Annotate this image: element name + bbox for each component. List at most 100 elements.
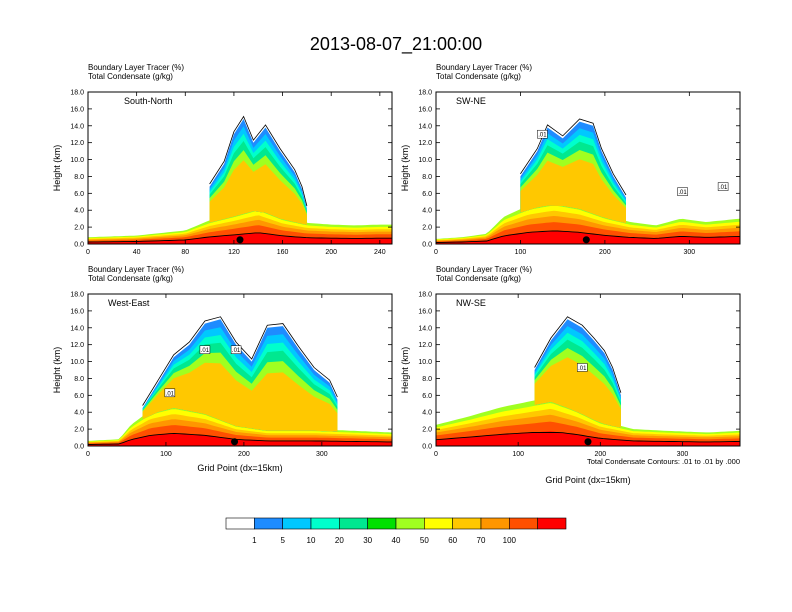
panel-subtitle-tracer: Boundary Layer Tracer (%) [436, 63, 532, 72]
y-tick-label: 8.0 [422, 174, 432, 181]
plot-area [88, 115, 392, 244]
x-tick-label: 100 [160, 451, 172, 458]
terrain-line [88, 232, 392, 243]
y-tick-label: 8.0 [422, 376, 432, 383]
panel-subtitle-condensate: Total Condensate (g/kg) [88, 72, 173, 81]
y-tick-label: 8.0 [74, 174, 84, 181]
y-tick-label: 12.0 [418, 342, 432, 349]
x-tick-label: 40 [133, 249, 141, 256]
y-tick-label: 16.0 [70, 106, 84, 113]
y-tick-label: 4.0 [74, 208, 84, 215]
contour-label-box [199, 345, 211, 354]
plot-frame [87, 91, 393, 245]
colorbar-label: 70 [477, 536, 486, 545]
y-tick-label: 12.0 [70, 342, 84, 349]
y-tick-label: 18.0 [70, 292, 84, 299]
plot-area: .01 [436, 316, 740, 446]
condensate-contour [142, 316, 338, 406]
y-tick-label: 0.0 [422, 444, 432, 451]
colorbar-label: 1 [252, 536, 257, 545]
y-axis-label: Height (km) [52, 347, 62, 394]
colorbar-box [537, 517, 567, 530]
plot-area: .01 .01 .01 [436, 118, 740, 244]
panel-3: .01 .01 .01 0.0 2.0 4.0 6.0 8.0 10.0 12.0 14.0 16.0… [52, 265, 393, 473]
y-tick-label: 0.0 [422, 242, 432, 249]
contour-label: .01 [578, 366, 587, 372]
panel-subtitle-condensate: Total Condensate (g/kg) [436, 274, 521, 283]
y-tick-label: 8.0 [74, 376, 84, 383]
y-tick-label: 2.0 [422, 225, 432, 232]
colorbar-label: 10 [307, 536, 316, 545]
plot-frame [87, 293, 393, 447]
y-tick-label: 18.0 [418, 90, 432, 97]
panel-subtitle-condensate: Total Condensate (g/kg) [88, 274, 173, 283]
contour-label: .01 [166, 391, 175, 397]
panel-title: West-East [108, 298, 150, 308]
location-marker [231, 438, 239, 446]
y-tick-label: 6.0 [74, 191, 84, 198]
y-tick-label: 10.0 [418, 359, 432, 366]
x-tick-label: 200 [238, 451, 250, 458]
colorbar-box [310, 517, 340, 530]
x-tick-label: 120 [228, 249, 240, 256]
y-tick-label: 4.0 [422, 208, 432, 215]
x-axis-label: Grid Point (dx=15km) [545, 475, 630, 485]
terrain-line [436, 230, 740, 243]
terrain-line [436, 432, 740, 443]
y-axis-label: Height (km) [52, 145, 62, 192]
y-tick-label: 0.0 [74, 242, 84, 249]
panel-subtitle-tracer: Boundary Layer Tracer (%) [88, 265, 184, 274]
y-tick-label: 6.0 [74, 393, 84, 400]
x-tick-label: 200 [594, 451, 606, 458]
figure-title: 2013-08-07_21:00:00 [310, 34, 482, 55]
colorbar: 1 5 10 20 30 40 50 60 70 100 [225, 517, 567, 545]
contour-label: .01 [538, 133, 547, 139]
location-marker [584, 438, 592, 446]
colorbar-box [339, 517, 368, 530]
x-tick-label: 200 [599, 249, 611, 256]
y-tick-label: 12.0 [70, 140, 84, 147]
panel-title: SW-NE [456, 96, 486, 106]
y-tick-label: 16.0 [418, 308, 432, 315]
colorbar-label: 20 [335, 536, 344, 545]
y-tick-label: 16.0 [70, 308, 84, 315]
plot-frame [435, 293, 741, 447]
plot-frame [435, 91, 741, 245]
colorbar-box [480, 517, 510, 530]
colorbar-box [367, 517, 397, 530]
colorbar-box [225, 517, 255, 530]
contour-label: .01 [232, 348, 241, 354]
cloud-band-6 [534, 357, 621, 428]
x-tick-label: 100 [512, 451, 524, 458]
y-tick-label: 14.0 [418, 123, 432, 130]
x-tick-label: 200 [325, 249, 337, 256]
y-tick-label: 18.0 [418, 292, 432, 299]
contour-label-box [230, 345, 242, 354]
x-tick-label: 240 [374, 249, 386, 256]
y-tick-label: 14.0 [70, 123, 84, 130]
y-tick-label: 10.0 [418, 157, 432, 164]
y-tick-label: 16.0 [418, 106, 432, 113]
terrain-line [88, 432, 392, 445]
x-tick-label: 0 [86, 249, 90, 256]
colorbar-box [509, 517, 538, 530]
colorbar-box [424, 517, 453, 530]
panel-1: 0.0 2.0 4.0 6.0 8.0 10.0 12.0 14.0 16.0 18.0 0 40 80… [52, 63, 393, 256]
plot-area: .01 .01 .01 [88, 316, 392, 446]
contour-label-box [576, 363, 588, 372]
colorbar-box [452, 517, 482, 530]
cloud-band-6 [520, 159, 626, 224]
cloud-band-6 [142, 362, 338, 432]
contour-label-box [537, 129, 548, 139]
location-marker [582, 236, 590, 244]
panel-subtitle-tracer: Boundary Layer Tracer (%) [436, 265, 532, 274]
panel-title: NW-SE [456, 298, 486, 308]
y-tick-label: 0.0 [74, 444, 84, 451]
x-tick-label: 0 [86, 451, 90, 458]
x-tick-label: 160 [277, 249, 289, 256]
panel-subtitle-tracer: Boundary Layer Tracer (%) [88, 63, 184, 72]
x-tick-label: 100 [515, 249, 527, 256]
panel-subtitle-condensate: Total Condensate (g/kg) [436, 72, 521, 81]
location-marker [236, 236, 244, 244]
x-tick-label: 300 [316, 451, 328, 458]
